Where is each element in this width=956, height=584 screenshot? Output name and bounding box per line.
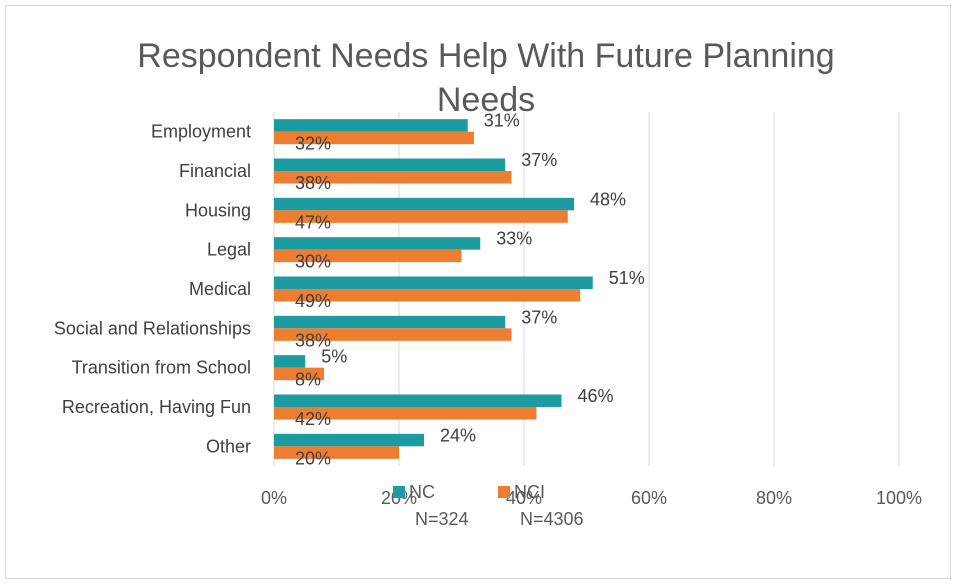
data-label-nc: 37% bbox=[521, 307, 557, 327]
bar-chart: Respondent Needs Help With Future Planni… bbox=[54, 37, 922, 529]
bar-nc bbox=[274, 315, 506, 329]
category-label: Employment bbox=[151, 122, 251, 142]
sample-size-nci: N=4306 bbox=[520, 509, 584, 529]
category-label: Transition from School bbox=[72, 358, 251, 378]
category-label: Other bbox=[206, 436, 251, 456]
bar-nc bbox=[274, 158, 506, 171]
bar-nci bbox=[274, 171, 512, 184]
legend-swatch-nci bbox=[498, 486, 510, 498]
legend-swatch-nc bbox=[393, 486, 405, 498]
data-label-nc: 46% bbox=[578, 386, 614, 406]
legend-label-nc: NC bbox=[409, 482, 435, 502]
x-tick-label: 60% bbox=[631, 488, 667, 508]
category-label: Legal bbox=[207, 240, 251, 260]
data-label-nci: 49% bbox=[295, 291, 331, 311]
x-tick-label: 40% bbox=[506, 488, 542, 508]
bar-nc bbox=[274, 433, 424, 447]
bar-nci bbox=[274, 367, 324, 381]
bar-nc bbox=[274, 237, 481, 250]
bar-nci bbox=[274, 131, 474, 145]
bar-nc bbox=[274, 276, 593, 289]
data-label-nc: 37% bbox=[521, 150, 557, 170]
data-label-nci: 30% bbox=[295, 252, 331, 272]
legend-label-nci: NCI bbox=[514, 482, 545, 502]
data-label-nci: 42% bbox=[295, 409, 331, 429]
bar-nci bbox=[274, 407, 537, 420]
data-label-nci: 20% bbox=[295, 448, 331, 468]
bar-nc bbox=[274, 119, 468, 132]
chart-title-line-2: Needs bbox=[437, 81, 535, 119]
sample-size-nc: N=324 bbox=[415, 509, 469, 529]
data-label-nci: 47% bbox=[295, 212, 331, 232]
legend: NC NCI N=324 N=4306 bbox=[393, 482, 584, 529]
data-label-nc: 33% bbox=[496, 229, 532, 249]
data-label-nci: 8% bbox=[295, 370, 321, 390]
bar-nci bbox=[274, 249, 462, 263]
chart-title-line-1: Respondent Needs Help With Future Planni… bbox=[137, 37, 834, 75]
category-label: Housing bbox=[185, 200, 251, 220]
bar-nci bbox=[274, 328, 512, 341]
data-label-nc: 51% bbox=[609, 268, 645, 288]
category-label: Social and Relationships bbox=[54, 318, 251, 338]
data-label-nc: 5% bbox=[321, 347, 347, 367]
data-label-nci: 38% bbox=[295, 173, 331, 193]
data-labels: 31%32%37%38%48%47%33%30%51%49%37%38%5%8%… bbox=[295, 111, 645, 469]
bar-nc bbox=[274, 394, 562, 407]
data-label-nc: 31% bbox=[484, 111, 520, 131]
data-label-nc: 48% bbox=[590, 189, 626, 209]
category-label: Medical bbox=[189, 279, 251, 299]
data-label-nci: 38% bbox=[295, 330, 331, 350]
category-labels: Employment Financial Housing Legal Medical So… bbox=[54, 122, 251, 457]
bar-nci bbox=[274, 289, 581, 302]
bar-nci bbox=[274, 210, 568, 223]
bar-nci bbox=[274, 446, 399, 459]
x-axis-tick-labels: 0%20%40%60%80%100% bbox=[261, 488, 922, 508]
bar-nc bbox=[274, 355, 306, 368]
bars bbox=[274, 119, 593, 459]
chart-frame: Respondent Needs Help With Future Planni… bbox=[5, 5, 951, 579]
category-label: Recreation, Having Fun bbox=[62, 397, 251, 417]
bar-nc bbox=[274, 197, 574, 211]
x-tick-label: 100% bbox=[876, 488, 922, 508]
data-label-nc: 24% bbox=[440, 425, 476, 445]
category-label: Financial bbox=[179, 161, 251, 181]
x-tick-label: 0% bbox=[261, 488, 287, 508]
x-tick-label: 80% bbox=[756, 488, 792, 508]
data-label-nci: 32% bbox=[295, 134, 331, 154]
